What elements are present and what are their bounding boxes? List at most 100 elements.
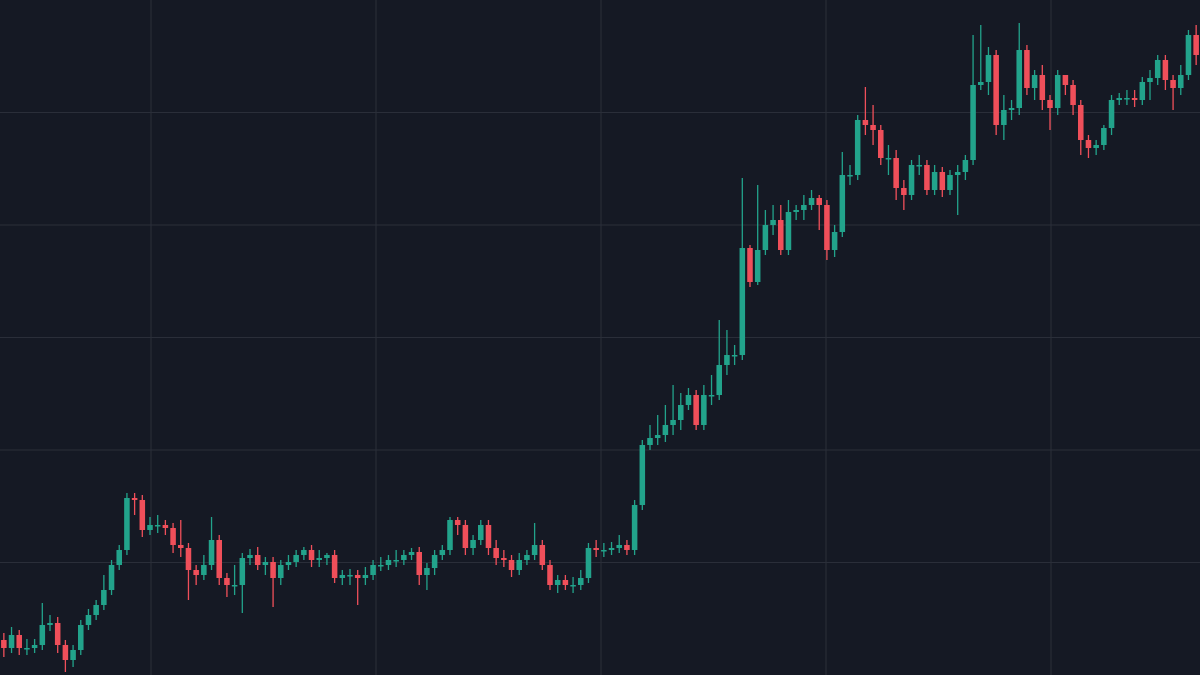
candle-body [524, 555, 530, 560]
candle-body [47, 623, 53, 625]
candle-body [1047, 100, 1053, 108]
candle-body [224, 578, 230, 585]
candle-body [516, 560, 522, 570]
candle-body [1116, 98, 1122, 100]
candle-body [393, 560, 399, 562]
candle-body [462, 525, 469, 548]
candle-body [278, 565, 284, 578]
candle-body [747, 248, 753, 282]
candle-body [301, 550, 307, 555]
candle-body [647, 438, 653, 445]
candle-body [401, 555, 407, 560]
candle-body [1054, 75, 1061, 108]
candle-body [78, 625, 84, 650]
candle-body [639, 445, 646, 505]
candle-body [139, 500, 146, 530]
candle-body [954, 172, 961, 175]
candle-body [1193, 35, 1199, 55]
candle-body [1093, 145, 1099, 148]
candle-body [778, 220, 784, 250]
candle-body [978, 82, 984, 85]
candle-body [701, 395, 707, 425]
candle-body [1001, 110, 1007, 125]
candle-body [1162, 60, 1169, 80]
candle-body [508, 560, 515, 570]
candle-body [1039, 75, 1046, 100]
candle-body [816, 198, 822, 205]
candle-body [1031, 75, 1038, 88]
candle-body [1139, 82, 1146, 100]
candle-body [116, 550, 122, 565]
candle-body [247, 555, 253, 558]
candle-body [947, 175, 953, 190]
candle-body [8, 635, 15, 648]
candle-body [1085, 140, 1092, 148]
candle-body [85, 615, 92, 625]
candle-body [731, 355, 738, 357]
candle-body [693, 395, 699, 425]
candle-body [239, 558, 246, 585]
candle-body [962, 160, 969, 172]
candle-body [601, 550, 607, 552]
candle-body [470, 540, 476, 548]
candle-body [1147, 78, 1153, 82]
candle-body [308, 550, 315, 560]
candle-body [162, 525, 169, 528]
candle-body [131, 498, 138, 500]
candle-body [185, 548, 192, 570]
candle-body [378, 565, 384, 567]
candle-body [493, 548, 499, 558]
candle-body [1078, 105, 1084, 140]
candle-body [631, 505, 638, 550]
candle-body [870, 125, 876, 130]
candle-body [331, 555, 338, 578]
candle-body [416, 552, 422, 575]
candle-body [670, 420, 676, 425]
candle-body [654, 435, 661, 438]
candle-body [370, 565, 376, 575]
candle-body [201, 565, 207, 575]
candle-body [931, 172, 938, 190]
candle-body [716, 365, 722, 395]
candle-body [1124, 98, 1130, 100]
candle-body [678, 405, 684, 420]
candle-body [193, 570, 199, 575]
candle-body [408, 552, 415, 555]
candle-body [847, 175, 853, 177]
candle-body [985, 55, 992, 82]
candle-body [924, 165, 930, 190]
candle-body [1016, 50, 1022, 108]
candle-body [562, 580, 569, 585]
candle-body [231, 585, 238, 587]
candle-body [454, 520, 461, 525]
candle-body [762, 225, 769, 250]
candle-body [24, 648, 30, 650]
candle-body [970, 85, 976, 160]
candle-body [362, 575, 369, 578]
candle-body [54, 623, 61, 645]
candle-body [585, 548, 592, 578]
candle-body [316, 558, 322, 560]
candle-body [685, 395, 692, 405]
candle-body [708, 395, 715, 397]
candle-body [862, 120, 869, 125]
candle-body [424, 568, 430, 575]
candle-body [1, 640, 7, 648]
candle-body [354, 575, 361, 578]
candle-body [878, 130, 884, 158]
candle-body [478, 525, 484, 540]
candle-body [93, 605, 99, 615]
candle-body [447, 520, 453, 550]
candle-body [1062, 75, 1069, 85]
candle-body [485, 525, 492, 548]
candle-body [724, 355, 730, 365]
candle-body [501, 558, 507, 560]
candle-body [385, 560, 392, 565]
candle-body [62, 645, 69, 660]
candle-body [739, 248, 746, 355]
candle-body [431, 555, 438, 568]
candle-body [1154, 60, 1161, 78]
candle-body [285, 562, 292, 565]
candle-body [770, 220, 776, 225]
